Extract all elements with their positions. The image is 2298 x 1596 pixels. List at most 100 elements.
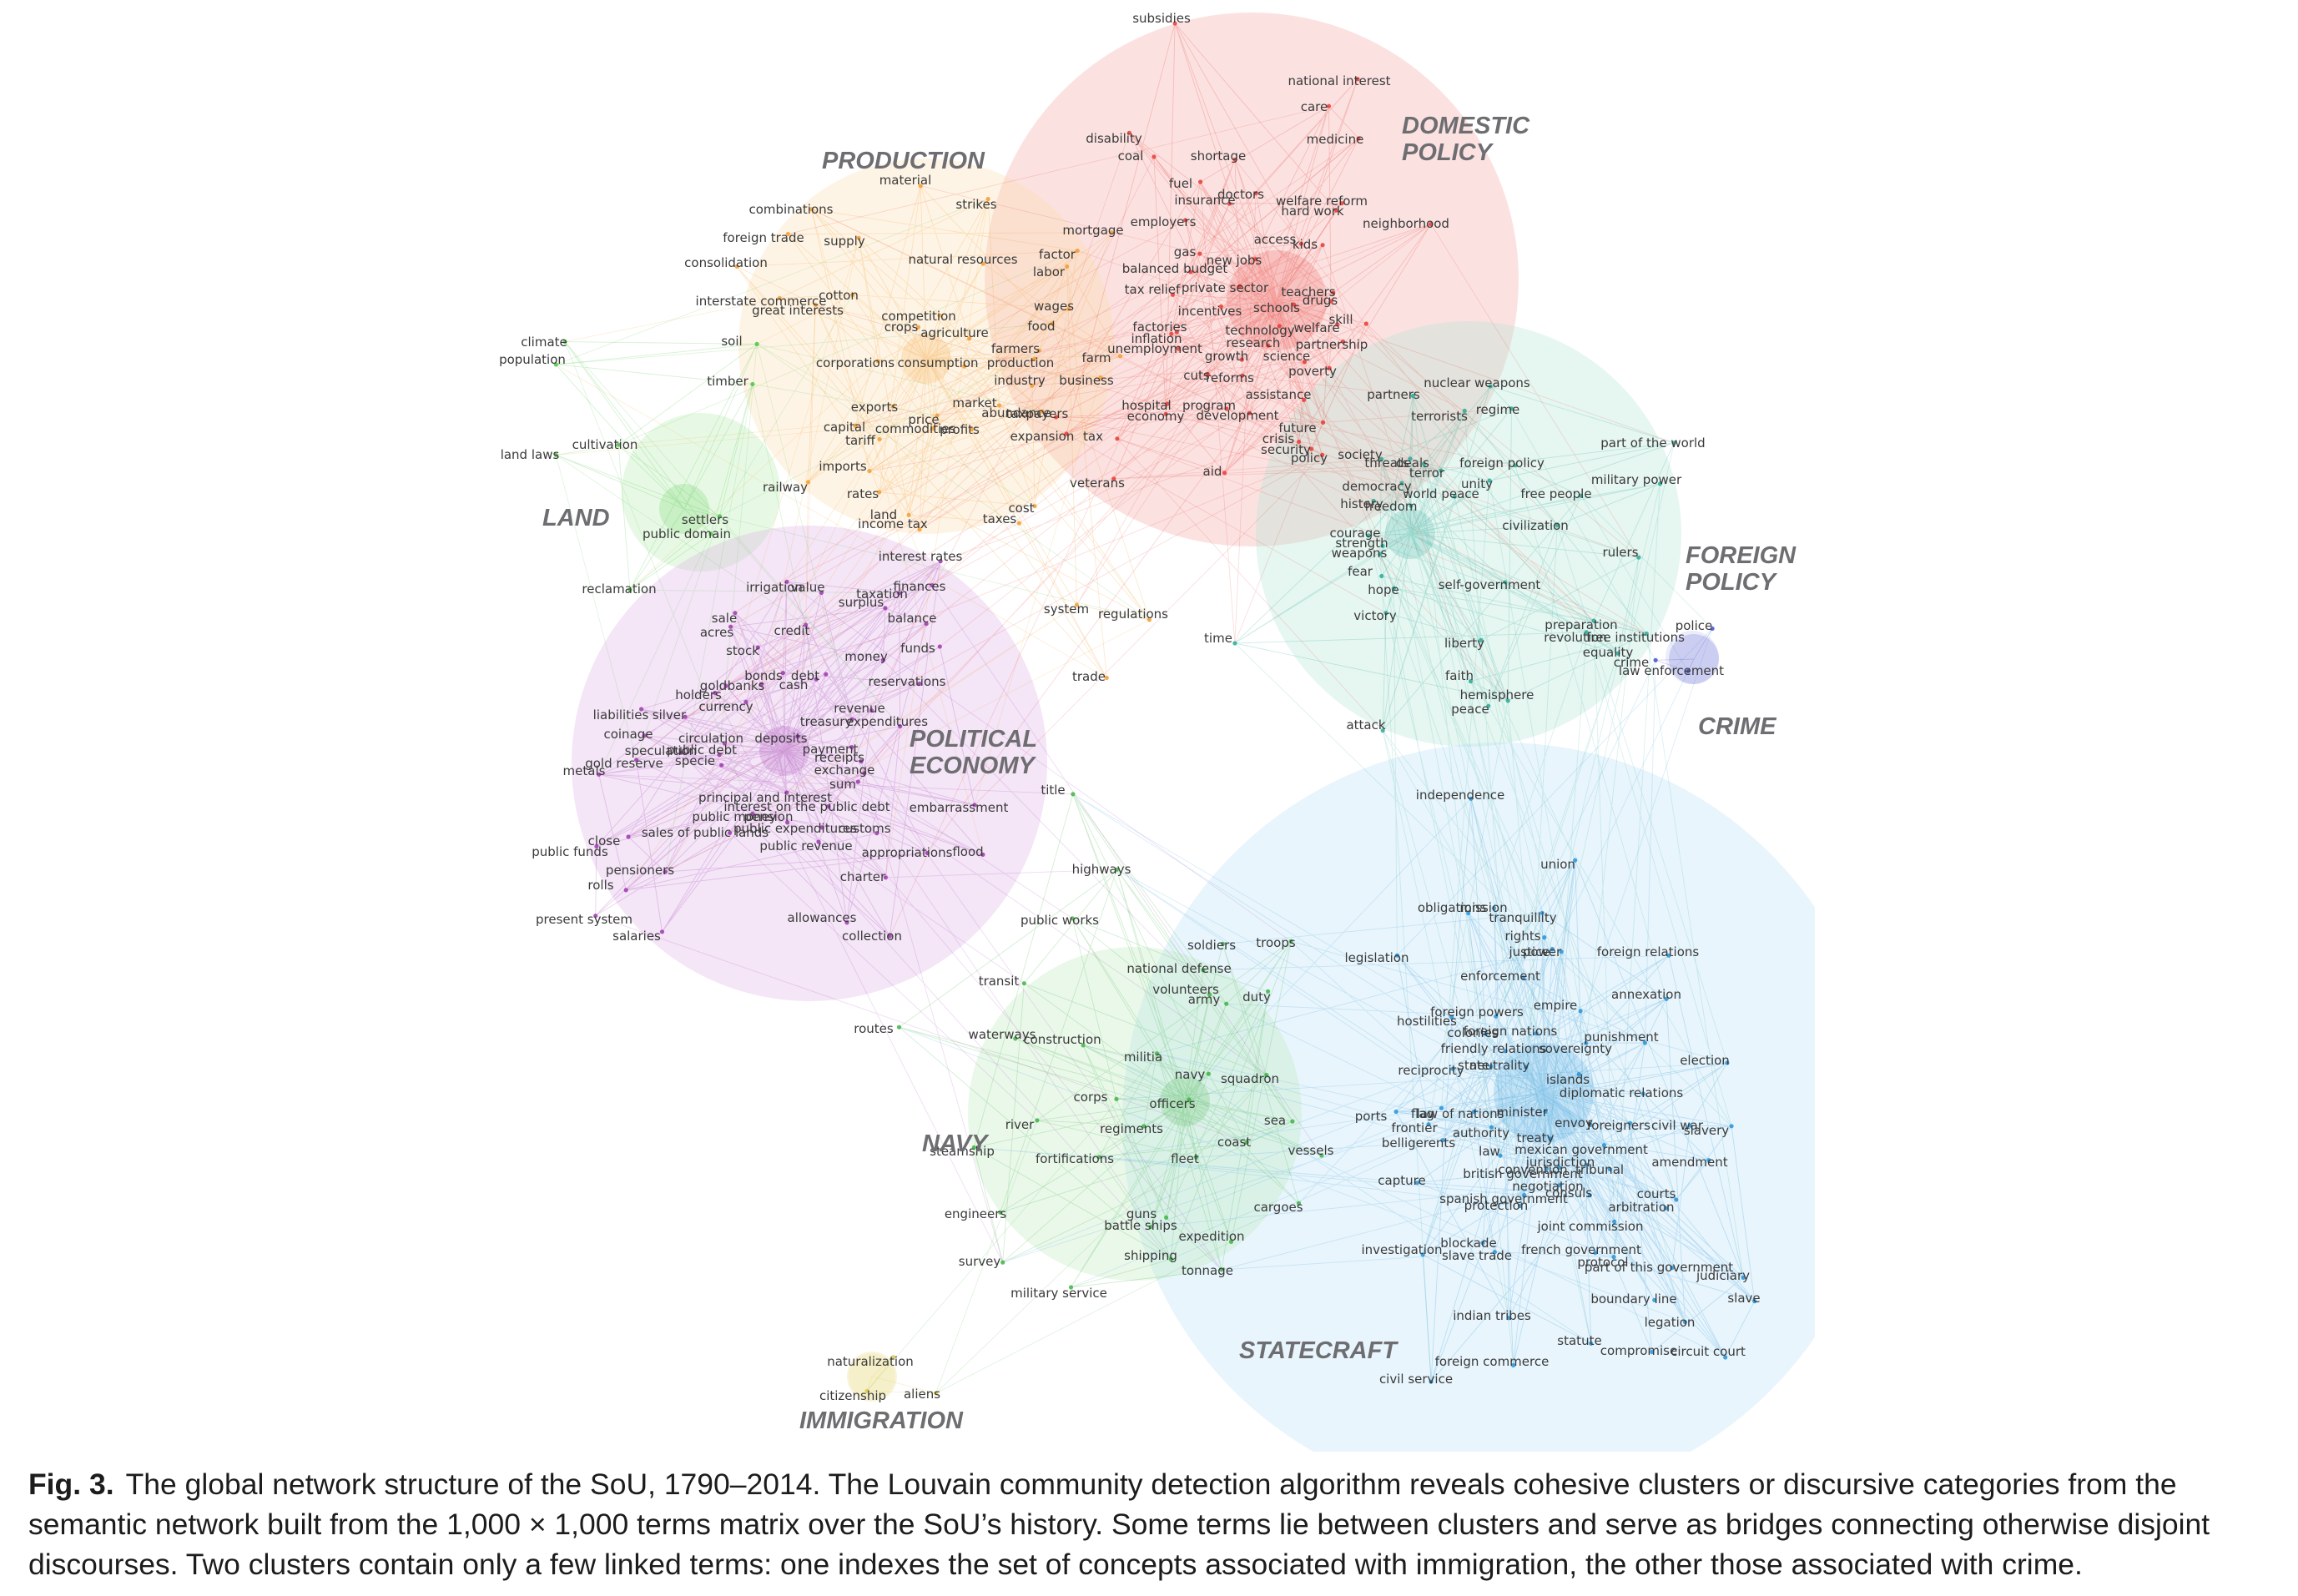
term-label: development <box>1197 408 1279 423</box>
term-node <box>717 753 722 758</box>
term-node <box>639 707 644 712</box>
term-label: freedom <box>1365 499 1418 514</box>
term-label: commodities <box>875 421 956 436</box>
term-node <box>1290 1119 1295 1124</box>
term-label: unemployment <box>1107 341 1202 356</box>
term-label: stock <box>726 643 759 658</box>
term-label: surplus <box>839 595 884 610</box>
term-node <box>1320 243 1325 248</box>
term-node <box>785 231 790 237</box>
term-node <box>1165 401 1170 406</box>
term-label: foreign commerce <box>1435 1354 1550 1369</box>
term-label: crime <box>1614 655 1649 670</box>
term-node <box>1206 1071 1211 1076</box>
term-label: veterans <box>1070 476 1125 491</box>
term-node <box>1218 304 1223 309</box>
term-label: cost <box>1008 501 1034 516</box>
term-node <box>1420 1252 1425 1257</box>
term-node <box>856 235 861 240</box>
term-label: supply <box>824 234 865 249</box>
term-label: treasury <box>800 714 853 729</box>
term-label: public money <box>692 809 776 824</box>
term-label: hard work <box>1281 204 1344 219</box>
term-node <box>930 425 935 431</box>
term-label: appropriations <box>862 845 953 860</box>
term-node <box>1540 910 1545 915</box>
term-node <box>918 184 923 189</box>
term-node <box>1183 218 1188 223</box>
term-node <box>1309 446 1314 451</box>
term-label: irrigation <box>746 580 803 595</box>
term-node <box>1503 580 1508 585</box>
term-node <box>938 559 943 564</box>
term-label: civil service <box>1379 1372 1453 1387</box>
land-edges <box>555 341 758 591</box>
term-node <box>1220 941 1225 946</box>
term-label: economy <box>1127 409 1185 424</box>
term-node <box>1612 1219 1617 1224</box>
term-label: industry <box>994 373 1046 388</box>
term-label: police <box>1676 618 1713 633</box>
term-node <box>1584 1040 1589 1045</box>
political-economy-cluster-label: POLITICAL ECONOMY <box>910 726 1037 779</box>
term-label: soil <box>721 334 742 349</box>
term-label: present system <box>536 912 632 927</box>
term-label: courage <box>1329 526 1380 541</box>
term-label: investigation <box>1361 1242 1442 1257</box>
term-node <box>971 1145 976 1150</box>
term-label: liberty <box>1444 636 1484 651</box>
term-node <box>1686 668 1691 674</box>
figure-caption: Fig. 3. The global network structure of t… <box>28 1464 2273 1584</box>
term-label: mexican government <box>1514 1142 1648 1157</box>
term-node <box>1302 397 1307 402</box>
production-to-political-economy-bridge-edges <box>625 199 1150 891</box>
term-node <box>937 313 942 318</box>
term-node <box>819 590 824 596</box>
term-label: foreign policy <box>1459 456 1545 471</box>
term-label: future <box>1278 420 1316 436</box>
term-label: survey <box>959 1254 1001 1269</box>
term-label: reforms <box>1206 370 1254 385</box>
domestic-dense-core <box>1227 250 1327 350</box>
term-node <box>1657 481 1663 486</box>
term-label: growth <box>1205 349 1248 364</box>
term-label: faith <box>1445 668 1474 683</box>
term-label: taxpayers <box>1006 406 1069 421</box>
term-node <box>1644 631 1649 637</box>
term-node <box>1188 269 1193 274</box>
term-label: farm <box>1082 350 1111 365</box>
term-node <box>1152 154 1157 159</box>
term-node <box>1187 1097 1192 1102</box>
term-label: rulers <box>1602 545 1638 560</box>
production-cluster-label: PRODUCTION <box>822 148 985 174</box>
term-label: expansion <box>1010 429 1075 444</box>
term-node <box>1480 1241 1485 1246</box>
domestic-cluster-label-line: DOMESTIC <box>1402 113 1530 139</box>
term-node <box>1588 1122 1593 1127</box>
term-node <box>1296 1201 1302 1206</box>
term-node <box>1663 1206 1668 1211</box>
term-node <box>1224 406 1229 411</box>
term-node <box>877 436 882 442</box>
term-label: diplomatic relations <box>1560 1085 1684 1100</box>
term-node <box>785 820 790 825</box>
term-node <box>1380 728 1385 733</box>
term-label: unity <box>1461 476 1493 491</box>
term-label: reclamation <box>582 582 656 597</box>
political-economy-edges <box>595 561 984 937</box>
term-label: kids <box>1293 237 1318 252</box>
term-node <box>1589 1341 1594 1346</box>
statecraft-cluster-label-line: STATECRAFT <box>1239 1337 1398 1364</box>
term-node <box>859 759 864 764</box>
term-node <box>1615 651 1620 656</box>
term-node <box>887 934 892 939</box>
term-label: engineers <box>945 1206 1007 1221</box>
term-label: arbitration <box>1608 1200 1674 1215</box>
term-node <box>755 645 760 650</box>
term-label: crisis <box>1262 431 1295 446</box>
term-label: foreign nations <box>1464 1024 1558 1039</box>
term-label: justice <box>1508 944 1550 959</box>
term-node <box>935 413 940 418</box>
term-label: deals <box>1396 456 1429 471</box>
term-label: reciprocity <box>1398 1063 1464 1078</box>
